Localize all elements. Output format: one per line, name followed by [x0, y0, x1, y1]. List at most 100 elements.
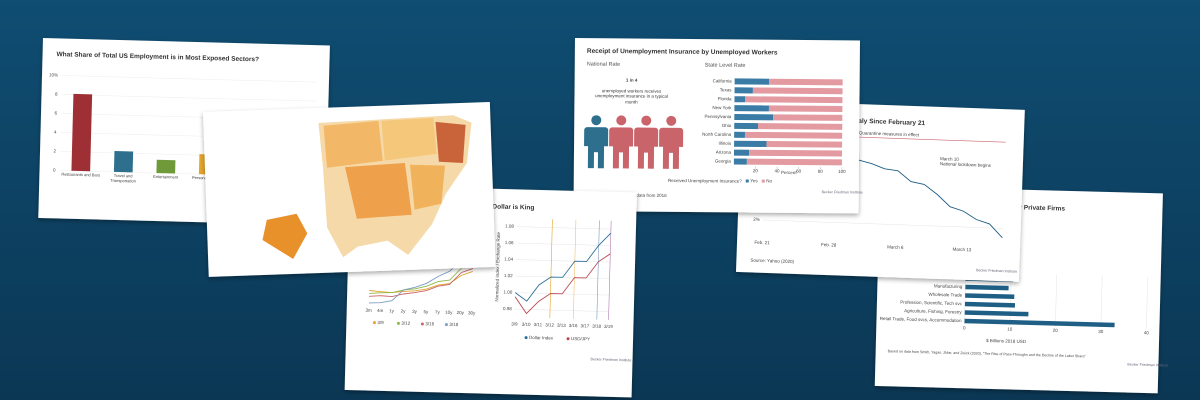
y-tick-label: Georgia [715, 159, 732, 164]
chart-title: Receipt of Unemployment Insurance by Une… [587, 48, 778, 57]
annotation: Quarantine measures in effect [859, 130, 920, 137]
y-tick-label: Ohio [722, 123, 732, 128]
y-tick-label: Arizona [716, 150, 732, 155]
grid-line [1100, 275, 1103, 328]
legend-swatch [761, 179, 765, 183]
x-tick-label: 40 [775, 168, 781, 173]
bar [965, 293, 1015, 300]
annotation: March 10 [940, 156, 959, 162]
bar-segment [757, 123, 843, 130]
y-tick-label: Retail Trade, Food svcs, Accommodation [880, 316, 962, 323]
bar-segment [773, 114, 843, 121]
bar-segment [766, 140, 843, 148]
y-tick-label: 1.02 [504, 273, 513, 278]
card-unemployment: Receipt of Unemployment Insurance by Une… [573, 38, 863, 214]
x-tick-label: Travel and Transportation [110, 173, 136, 184]
legend-swatch [566, 337, 570, 341]
source: of Labor data from 2018 [619, 193, 668, 198]
bar-segment [733, 149, 750, 156]
x-tick-label: 20y [457, 310, 465, 315]
x-tick-label: 3/11 [534, 322, 543, 327]
logo: Becker Friedman Institute [590, 357, 631, 362]
reference-line [596, 220, 600, 320]
y-tick-label: New York [712, 105, 732, 110]
x-tick-label: 3m [366, 308, 373, 313]
x-axis-label: $ Billions 2018 USD [986, 338, 1027, 344]
x-tick-label: 100 [838, 169, 846, 174]
reference-line [549, 219, 553, 319]
grid-line [61, 94, 317, 102]
bar-segment [734, 113, 774, 121]
bar-segment [769, 78, 843, 86]
grid-line [762, 219, 1003, 229]
x-tick-label: 2y [401, 309, 407, 314]
annotation: National lockdown begins [940, 161, 992, 168]
grid-line [1146, 277, 1148, 330]
bar [964, 301, 1016, 308]
chart-title: Dollar is King [492, 203, 534, 211]
line [514, 232, 612, 302]
legend-swatch [745, 179, 749, 183]
bar-segment [734, 96, 746, 103]
legend-label: 3/12 [401, 321, 410, 326]
logo: Becker Friedman Institute [1127, 362, 1168, 367]
line [514, 253, 611, 315]
y-tick-label: 1.04 [504, 257, 513, 262]
y-tick-label: 1.08 [505, 224, 514, 229]
bar-segment [734, 122, 759, 130]
bar [965, 284, 1009, 291]
bar [156, 159, 176, 174]
stat: 1 in 4 [626, 78, 638, 83]
bar [113, 151, 134, 173]
x-tick-label: 3/18 [592, 324, 601, 329]
reference-line [573, 219, 577, 319]
logo: Becker Friedman Institute [976, 268, 1017, 273]
y-tick-label: 4 [54, 130, 57, 135]
x-tick-label: Restaurants and Bars [61, 172, 101, 178]
bar-segment [734, 87, 753, 94]
x-tick-label: 7y [435, 309, 441, 314]
x-tick-label: Entertainment [153, 174, 179, 180]
x-tick-label: 10y [445, 310, 453, 315]
bar-segment [734, 131, 745, 138]
legend-label: Yes [750, 178, 758, 183]
x-tick-label: 20 [1053, 328, 1059, 333]
map-region [409, 164, 446, 210]
map-region [323, 120, 383, 168]
x-tick-label: 4m [377, 308, 384, 313]
x-tick-label: 3/13 [557, 323, 566, 328]
grid-line [1055, 274, 1057, 327]
legend-label: 3/9 [377, 320, 384, 325]
y-axis-label: Normalized Index / Exchange Rate [494, 232, 501, 302]
caption-box: unemployed workers receives unemployment… [595, 88, 668, 105]
grid-line [516, 242, 611, 246]
x-tick-label: 1y [389, 308, 395, 313]
legend-swatch [524, 336, 528, 340]
legend-swatch [396, 321, 400, 325]
y-tick-label: Manufacturing [934, 283, 963, 289]
y-tick-label: 0 [53, 167, 56, 172]
x-tick-label: 40 [1144, 330, 1150, 335]
y-tick-label: Profession, Scientific, Tech svc [900, 300, 963, 307]
x-tick-label: 3/9 [511, 321, 518, 326]
bar-segment [733, 158, 747, 165]
bar-segment [734, 140, 767, 147]
legend-swatch [372, 321, 376, 325]
x-tick-label-box: Travel and Transportation [110, 173, 136, 184]
logo: Becker Friedman Institute [822, 190, 863, 194]
legend-label: Dollar Index [529, 335, 554, 341]
x-tick-label: 3/10 [522, 322, 531, 327]
map-region [435, 121, 466, 163]
x-tick-label: 60 [796, 169, 802, 174]
bar [964, 318, 1115, 328]
y-tick-label: 6 [54, 111, 57, 116]
source: Source: Yahoo (2020) [750, 258, 794, 265]
legend-label: 3/18 [449, 322, 458, 327]
legend-label: USD/JPY [571, 336, 590, 341]
grid-line [62, 75, 317, 83]
stat-caption: unemployed workers receives unemployment… [595, 88, 668, 105]
legend-swatch [444, 323, 448, 327]
grid-line [964, 272, 967, 325]
x-tick-label: 20 [753, 168, 759, 173]
bar-segment [746, 158, 842, 166]
